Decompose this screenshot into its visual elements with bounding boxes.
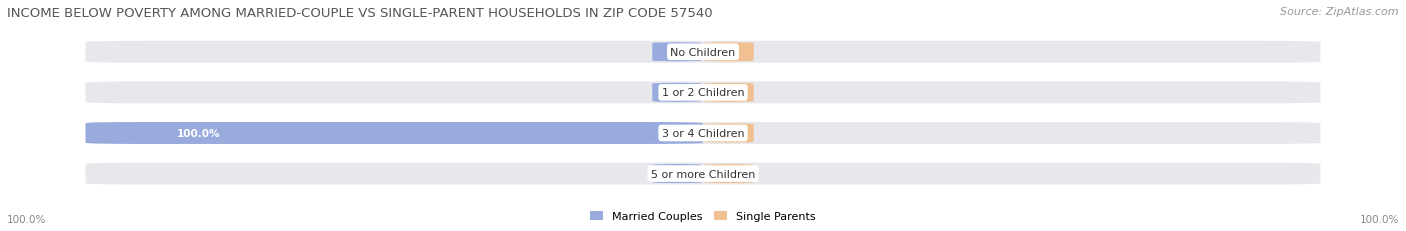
- FancyBboxPatch shape: [652, 43, 702, 62]
- FancyBboxPatch shape: [86, 82, 1320, 104]
- Text: 100.0%: 100.0%: [177, 128, 221, 138]
- Legend: Married Couples, Single Parents: Married Couples, Single Parents: [586, 206, 820, 225]
- Text: 100.0%: 100.0%: [7, 214, 46, 224]
- FancyBboxPatch shape: [704, 83, 754, 103]
- FancyBboxPatch shape: [86, 122, 1320, 144]
- Text: 0.0%: 0.0%: [671, 48, 697, 58]
- FancyBboxPatch shape: [704, 164, 754, 183]
- Text: 0.0%: 0.0%: [709, 128, 735, 138]
- FancyBboxPatch shape: [652, 164, 702, 183]
- Text: 100.0%: 100.0%: [1360, 214, 1399, 224]
- FancyBboxPatch shape: [704, 43, 754, 62]
- Text: 0.0%: 0.0%: [671, 169, 697, 179]
- Text: 3 or 4 Children: 3 or 4 Children: [662, 128, 744, 138]
- FancyBboxPatch shape: [86, 42, 1320, 64]
- Text: 0.0%: 0.0%: [709, 169, 735, 179]
- Text: 5 or more Children: 5 or more Children: [651, 169, 755, 179]
- FancyBboxPatch shape: [704, 124, 754, 143]
- Text: 0.0%: 0.0%: [709, 48, 735, 58]
- Text: INCOME BELOW POVERTY AMONG MARRIED-COUPLE VS SINGLE-PARENT HOUSEHOLDS IN ZIP COD: INCOME BELOW POVERTY AMONG MARRIED-COUPL…: [7, 7, 713, 20]
- Text: 0.0%: 0.0%: [709, 88, 735, 98]
- FancyBboxPatch shape: [86, 163, 1320, 185]
- Text: 1 or 2 Children: 1 or 2 Children: [662, 88, 744, 98]
- FancyBboxPatch shape: [86, 122, 703, 144]
- Text: 0.0%: 0.0%: [671, 88, 697, 98]
- FancyBboxPatch shape: [652, 83, 702, 103]
- Text: Source: ZipAtlas.com: Source: ZipAtlas.com: [1281, 7, 1399, 17]
- Text: No Children: No Children: [671, 48, 735, 58]
